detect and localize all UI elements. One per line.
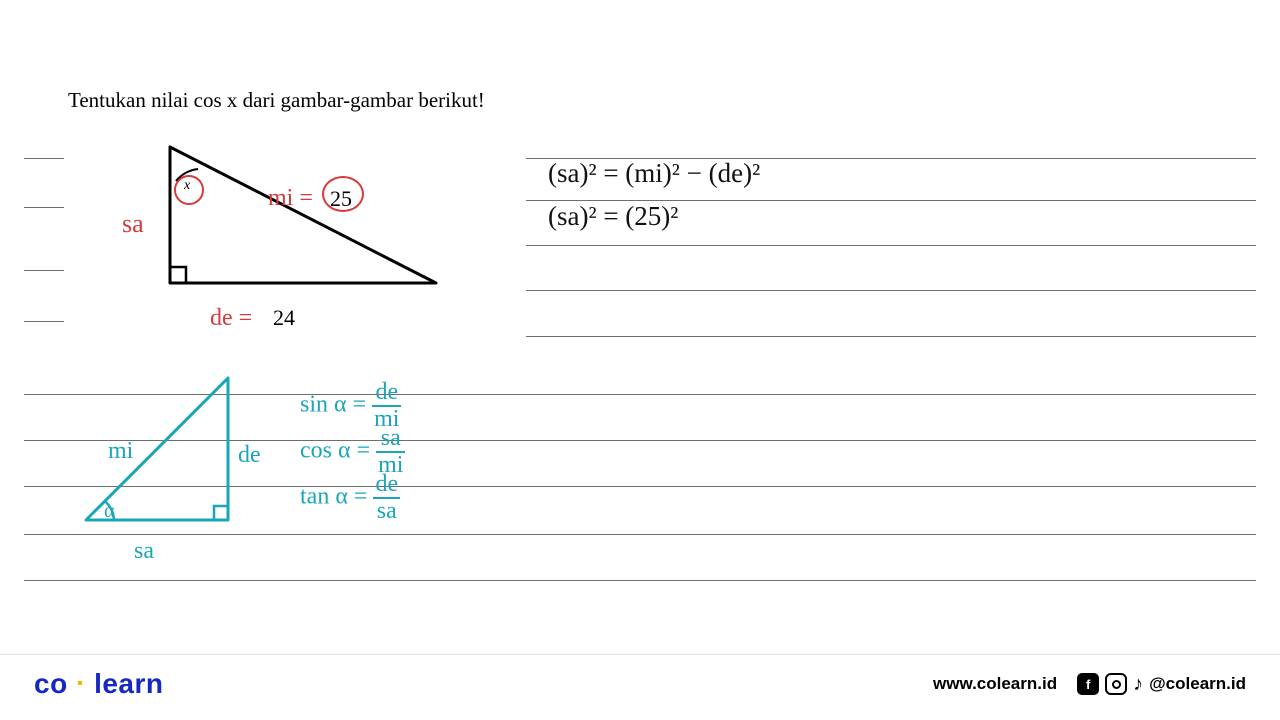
brand-co: co: [34, 668, 68, 699]
trig-tan-row: tan α = de sa: [300, 472, 400, 524]
tiktok-icon[interactable]: ♪: [1133, 673, 1143, 696]
hand-label-alpha: α: [104, 500, 114, 523]
trig-tan-den: sa: [373, 497, 400, 524]
hand-label-sa: sa: [134, 538, 154, 565]
hand-label-de: de: [238, 442, 261, 469]
page: Tentukan nilai cos x dari gambar-gambar …: [0, 0, 1280, 720]
brand-learn: learn: [94, 668, 163, 699]
social-icons: f ♪ @colearn.id: [1077, 673, 1246, 696]
trig-tan-num: de: [373, 472, 400, 497]
instagram-icon[interactable]: [1105, 673, 1127, 695]
footer-divider: [0, 654, 1280, 655]
footer-right: www.colearn.id f ♪ @colearn.id: [933, 673, 1246, 696]
hand-label-mi: mi: [108, 438, 133, 465]
trig-sin-lhs: sin α =: [300, 392, 366, 418]
trig-sin-num: de: [372, 380, 401, 405]
trig-cos-num: sa: [376, 426, 405, 451]
footer: co · learn www.colearn.id f ♪ @colearn.i…: [0, 654, 1280, 720]
trig-tan-lhs: tan α =: [300, 484, 367, 510]
footer-url[interactable]: www.colearn.id: [933, 674, 1057, 694]
brand-dot: ·: [68, 667, 94, 698]
hand-triangle: [0, 0, 1280, 720]
footer-handle[interactable]: @colearn.id: [1149, 674, 1246, 694]
trig-cos-lhs: cos α =: [300, 438, 370, 464]
facebook-icon[interactable]: f: [1077, 673, 1099, 695]
brand-logo: co · learn: [34, 668, 164, 700]
